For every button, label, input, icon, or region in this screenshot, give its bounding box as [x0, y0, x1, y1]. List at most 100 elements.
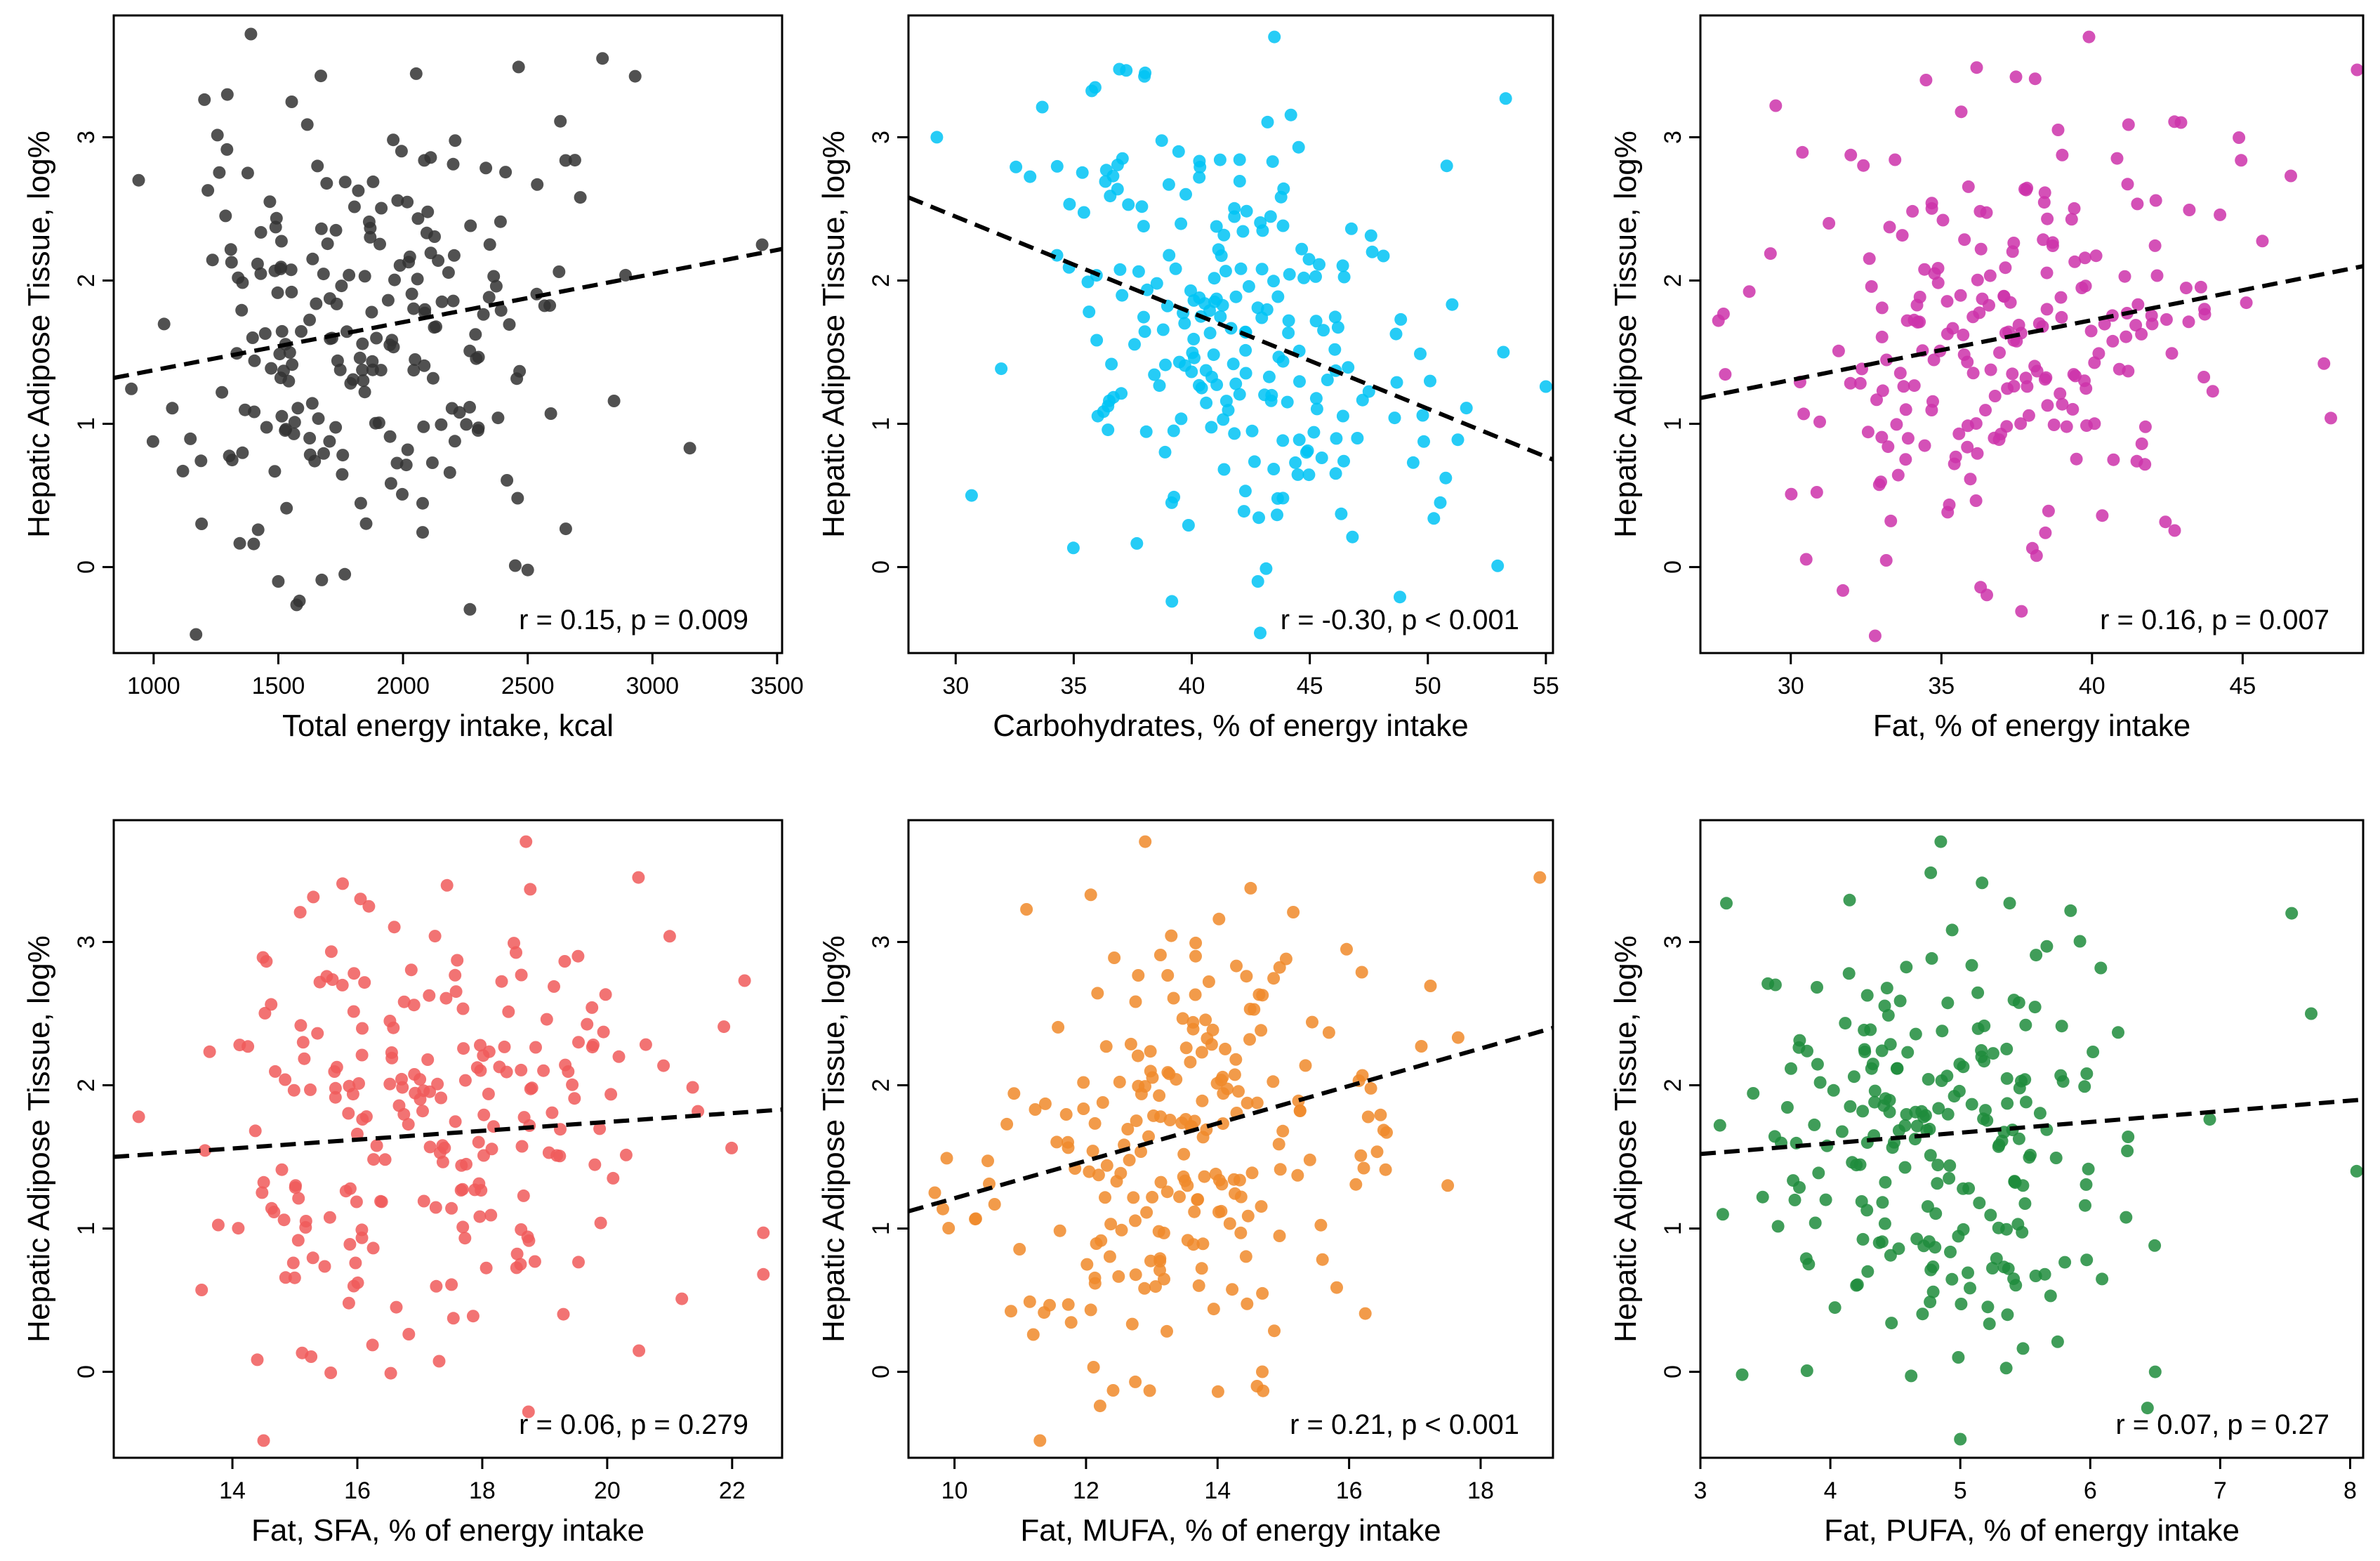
data-point — [1916, 1308, 1929, 1321]
data-point — [235, 303, 249, 317]
data-point — [203, 1045, 216, 1058]
data-point — [356, 1022, 369, 1035]
data-point — [566, 1078, 579, 1091]
data-point — [1856, 1105, 1870, 1118]
data-point — [1931, 262, 1945, 275]
data-point — [1226, 1283, 1239, 1296]
data-point — [1981, 1300, 1995, 1314]
data-point — [1924, 1296, 1937, 1309]
data-point — [350, 1127, 364, 1140]
data-point — [1271, 290, 1285, 303]
data-point — [362, 900, 376, 913]
data-point — [2149, 194, 2162, 207]
data-point — [515, 968, 528, 982]
data-point — [1140, 1206, 1153, 1219]
data-point — [1232, 1085, 1245, 1098]
data-point — [355, 1048, 369, 1062]
data-point — [381, 294, 395, 307]
data-point — [1910, 1119, 1924, 1133]
data-point — [487, 270, 501, 283]
data-point — [211, 129, 224, 142]
data-point — [1919, 74, 1933, 86]
x-tick-label: 4 — [1824, 1477, 1837, 1504]
data-point — [1234, 1226, 1248, 1239]
data-point — [1979, 404, 1992, 417]
data-point — [1860, 989, 1874, 1002]
data-point — [1922, 1073, 1935, 1086]
data-point — [370, 1139, 383, 1152]
data-point — [346, 373, 359, 386]
data-point — [1165, 595, 1179, 608]
data-point — [1901, 1046, 1915, 1059]
data-point — [2037, 233, 2050, 246]
data-point — [1908, 379, 1921, 393]
data-point — [317, 268, 330, 281]
y-tick-label: 2 — [868, 1079, 894, 1092]
data-point — [553, 265, 566, 278]
data-point — [2240, 296, 2253, 310]
data-point — [553, 1150, 567, 1163]
correlation-annotation: r = 0.15, p = 0.009 — [519, 605, 748, 635]
data-point — [1261, 115, 1274, 129]
data-point — [1297, 271, 1311, 284]
data-point — [402, 1118, 415, 1131]
data-point — [184, 432, 197, 445]
data-point — [2285, 169, 2297, 183]
data-point — [607, 395, 621, 407]
data-point — [1092, 1168, 1105, 1182]
data-point — [1262, 370, 1276, 383]
data-point — [1153, 949, 1167, 961]
data-point — [397, 995, 411, 1008]
data-point — [254, 225, 267, 239]
data-point — [199, 1144, 211, 1157]
data-point — [2138, 420, 2152, 433]
data-point — [1217, 1087, 1230, 1100]
data-point — [1237, 505, 1250, 518]
data-point — [449, 968, 462, 982]
data-point — [1201, 1032, 1214, 1045]
data-point — [2131, 298, 2145, 311]
data-point — [1906, 204, 1919, 218]
data-point — [1944, 1245, 1957, 1258]
data-point — [1936, 213, 1950, 227]
data-point — [1137, 220, 1150, 233]
data-point — [1219, 395, 1233, 408]
data-point — [445, 402, 458, 415]
x-axis-title: Total energy intake, kcal — [282, 709, 614, 743]
data-point — [1139, 66, 1152, 79]
data-point — [411, 212, 425, 225]
data-point — [390, 456, 404, 470]
data-point — [499, 166, 513, 179]
data-point — [1868, 1084, 1882, 1098]
data-point — [2138, 458, 2152, 471]
data-point — [460, 1157, 472, 1171]
y-tick-label: 3 — [868, 935, 894, 949]
data-point — [2174, 116, 2188, 129]
data-point — [586, 1041, 599, 1054]
data-point — [1857, 159, 1870, 172]
data-point — [385, 334, 399, 347]
data-point — [2129, 319, 2143, 332]
data-point — [2014, 417, 2028, 430]
data-point — [1842, 967, 1856, 980]
data-point — [1217, 463, 1231, 476]
data-point — [1424, 374, 1436, 388]
data-point — [1394, 591, 1406, 604]
data-point — [1941, 295, 1954, 308]
data-point — [1306, 1015, 1318, 1029]
data-point — [1446, 298, 1459, 311]
data-point — [1948, 1090, 1961, 1103]
data-point — [528, 1255, 541, 1268]
x-tick-label: 3500 — [751, 673, 804, 699]
data-point — [1328, 310, 1342, 324]
data-point — [383, 1077, 397, 1091]
data-point — [1896, 229, 1909, 242]
y-tick-label: 3 — [1660, 935, 1686, 949]
data-point — [236, 446, 249, 459]
panel-pufa: 3 4 5 6 7 8 0 1 2 3 Fat, PUFA, % of energy intake H… — [1608, 819, 2365, 1548]
data-point — [1129, 1214, 1142, 1227]
data-point — [449, 134, 462, 147]
data-point — [1236, 225, 1250, 238]
data-point — [2055, 310, 2068, 324]
data-point — [1331, 321, 1344, 334]
